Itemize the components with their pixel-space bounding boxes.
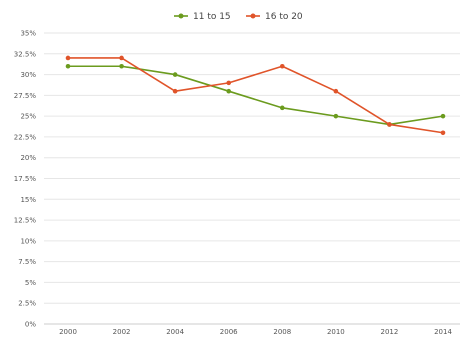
data-point[interactable] [440, 130, 446, 136]
grid [44, 32, 460, 304]
data-point[interactable] [65, 63, 71, 69]
y-tick-label: 25% [20, 113, 36, 121]
series-line [68, 57, 444, 134]
legend-label: 11 to 15 [193, 12, 231, 22]
x-tick-label: 2008 [273, 328, 291, 336]
y-tick-label: 10% [20, 237, 36, 245]
y-tick-label: 5% [25, 279, 36, 287]
data-point[interactable] [387, 122, 392, 127]
data-point[interactable] [172, 88, 178, 94]
data-point[interactable] [279, 63, 285, 69]
legend-label: 16 to 20 [265, 12, 303, 22]
y-tick-label: 27.5% [14, 92, 37, 100]
data-point[interactable] [279, 105, 285, 111]
x-tick-label: 2010 [327, 328, 345, 336]
legend: 11 to 15 16 to 20 [174, 12, 303, 22]
x-tick-label: 2012 [381, 328, 399, 336]
legend-item[interactable]: 11 to 15 [174, 12, 231, 22]
data-point[interactable] [333, 88, 339, 94]
y-tick-label: 2.5% [18, 300, 36, 308]
y-tick-label: 30% [20, 71, 36, 79]
data-point[interactable] [65, 55, 71, 61]
data-point[interactable] [226, 88, 232, 94]
legend-swatch-marker [178, 13, 184, 19]
y-axis-ticks: 0% 2.5% 5% 7.5% 10% 12.5% 15% 17.5% 20% 22.5% 25% 2… [14, 30, 37, 329]
legend-swatch-marker [250, 13, 256, 19]
series-line [68, 65, 444, 126]
y-tick-label: 17.5% [14, 175, 37, 183]
y-tick-label: 32.5% [14, 50, 37, 58]
data-point[interactable] [119, 55, 124, 61]
x-tick-label: 2006 [220, 328, 238, 336]
y-tick-label: 12.5% [14, 217, 37, 225]
data-point[interactable] [333, 113, 339, 119]
y-tick-label: 20% [20, 154, 36, 162]
x-tick-label: 2014 [434, 328, 452, 336]
data-point[interactable] [119, 63, 124, 69]
data-point[interactable] [226, 80, 232, 86]
series-layer [65, 55, 446, 136]
data-point[interactable] [440, 113, 446, 119]
series-1 [65, 55, 446, 136]
y-tick-label: 35% [20, 30, 36, 38]
x-axis-ticks: 2000 2002 2004 2006 2008 2010 2012 2014 [59, 328, 452, 336]
y-tick-label: 0% [25, 321, 36, 329]
y-tick-label: 15% [20, 196, 36, 204]
legend-item[interactable]: 16 to 20 [246, 12, 303, 22]
data-point[interactable] [172, 72, 178, 77]
y-tick-label: 22.5% [14, 133, 37, 141]
y-tick-label: 7.5% [18, 258, 36, 266]
x-tick-label: 2000 [59, 328, 77, 336]
x-tick-label: 2002 [113, 328, 131, 336]
x-tick-label: 2004 [166, 328, 184, 336]
